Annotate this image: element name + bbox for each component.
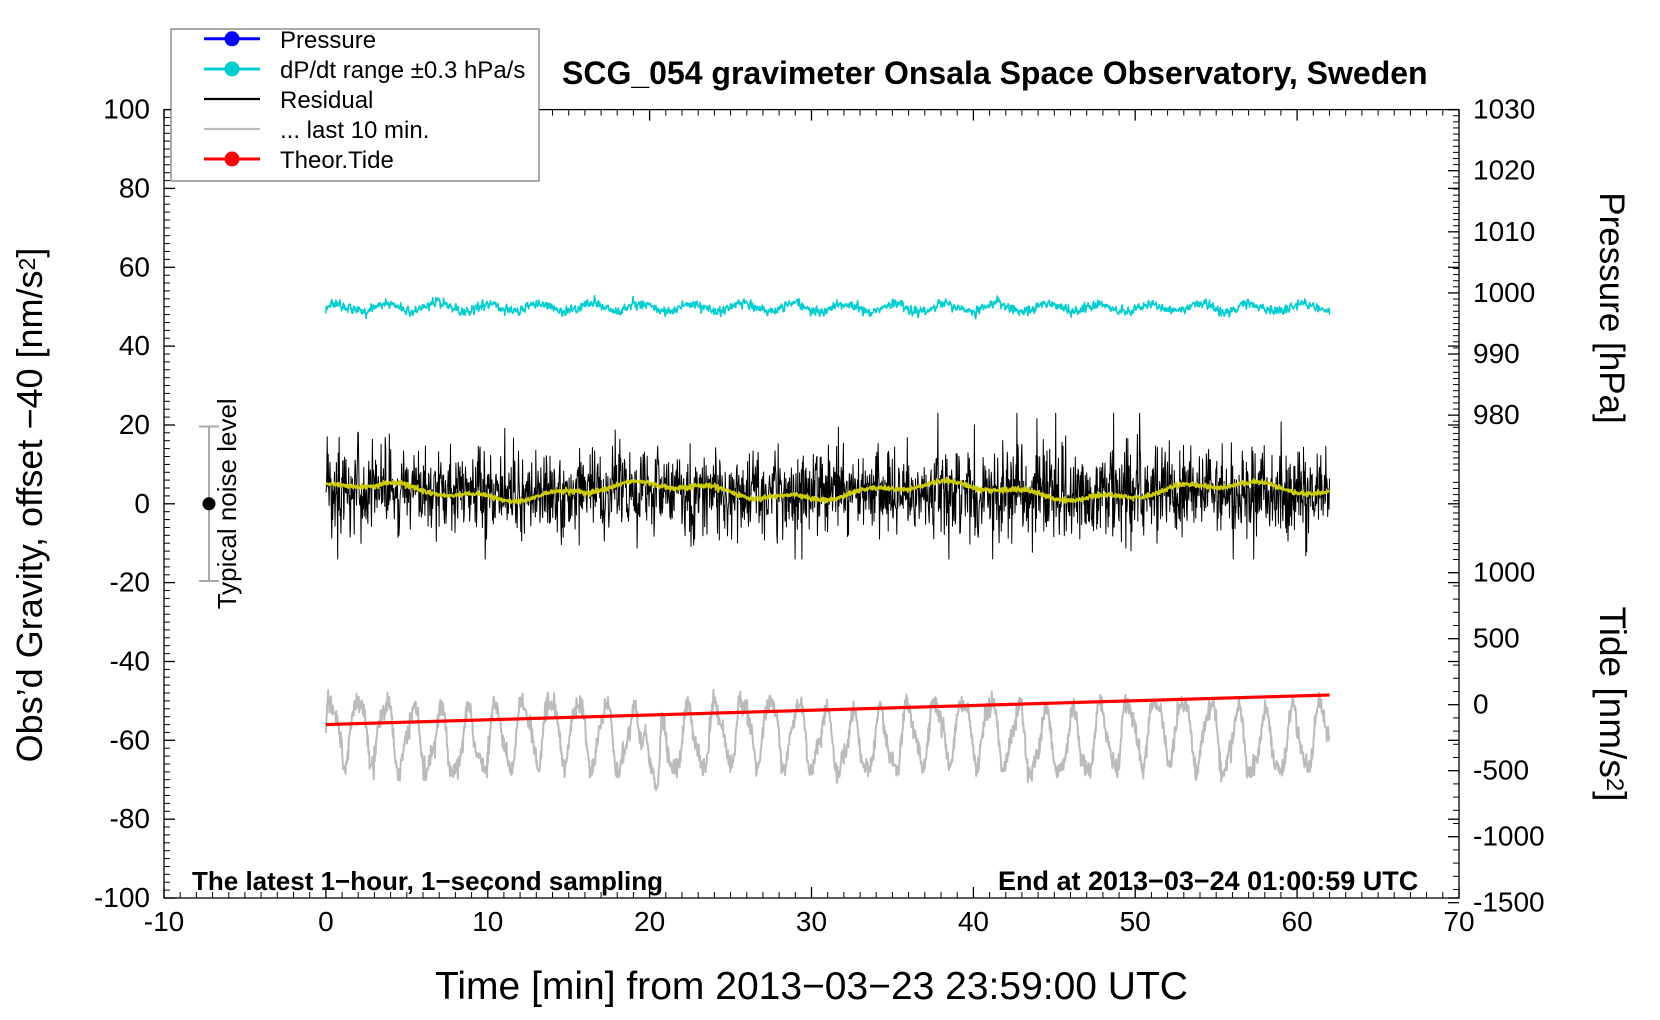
svg-text:-20: -20 bbox=[110, 567, 150, 598]
svg-text:980: 980 bbox=[1473, 399, 1520, 430]
svg-text:1020: 1020 bbox=[1473, 155, 1535, 186]
svg-text:Typical noise level: Typical noise level bbox=[212, 398, 242, 609]
svg-text:SCG_054 gravimeter Onsala Spac: SCG_054 gravimeter Onsala Space Observat… bbox=[562, 55, 1428, 91]
svg-text:-1000: -1000 bbox=[1473, 821, 1545, 852]
svg-text:10: 10 bbox=[472, 906, 503, 937]
svg-text:0: 0 bbox=[318, 906, 334, 937]
svg-text:1000: 1000 bbox=[1473, 277, 1535, 308]
svg-text:1010: 1010 bbox=[1473, 216, 1535, 247]
svg-text:40: 40 bbox=[958, 906, 989, 937]
svg-text:50: 50 bbox=[1120, 906, 1151, 937]
svg-text:End at 2013−03−24 01:00:59 UTC: End at 2013−03−24 01:00:59 UTC bbox=[998, 866, 1418, 896]
svg-text:Pressure: Pressure bbox=[280, 27, 376, 54]
svg-text:60: 60 bbox=[1282, 906, 1313, 937]
svg-text:-500: -500 bbox=[1473, 755, 1529, 786]
svg-text:80: 80 bbox=[119, 172, 150, 203]
svg-text:1000: 1000 bbox=[1473, 557, 1535, 588]
svg-text:0: 0 bbox=[1473, 689, 1489, 720]
svg-text:Obs’d Gravity, offset −40 [nm/: Obs’d Gravity, offset −40 [nm/s2] bbox=[9, 248, 50, 763]
svg-text:-60: -60 bbox=[110, 724, 150, 755]
svg-text:Residual: Residual bbox=[280, 87, 373, 114]
svg-text:-80: -80 bbox=[110, 803, 150, 834]
svg-text:20: 20 bbox=[634, 906, 665, 937]
svg-text:60: 60 bbox=[119, 251, 150, 282]
svg-text:Pressure [hPa]: Pressure [hPa] bbox=[1592, 192, 1631, 424]
svg-text:0: 0 bbox=[134, 488, 150, 519]
svg-text:40: 40 bbox=[119, 330, 150, 361]
svg-text:Tide [nm/s2]: Tide [nm/s2] bbox=[1592, 607, 1633, 802]
svg-text:-1500: -1500 bbox=[1473, 887, 1545, 918]
svg-text:1030: 1030 bbox=[1473, 94, 1535, 125]
svg-text:500: 500 bbox=[1473, 623, 1520, 654]
svg-text:dP/dt range ±0.3 hPa/s: dP/dt range ±0.3 hPa/s bbox=[280, 57, 525, 84]
svg-text:-40: -40 bbox=[110, 646, 150, 677]
svg-text:Theor.Tide: Theor.Tide bbox=[280, 147, 394, 174]
svg-text:20: 20 bbox=[119, 409, 150, 440]
svg-text:100: 100 bbox=[103, 94, 150, 125]
svg-text:... last 10 min.: ... last 10 min. bbox=[280, 117, 429, 144]
svg-text:Time [min] from 2013−03−23 23:: Time [min] from 2013−03−23 23:59:00 UTC bbox=[435, 965, 1188, 1008]
svg-text:70: 70 bbox=[1443, 906, 1474, 937]
svg-text:990: 990 bbox=[1473, 338, 1520, 369]
svg-text:30: 30 bbox=[796, 906, 827, 937]
svg-text:The latest 1−hour, 1−second sa: The latest 1−hour, 1−second sampling bbox=[192, 866, 663, 896]
svg-text:-100: -100 bbox=[94, 882, 150, 913]
